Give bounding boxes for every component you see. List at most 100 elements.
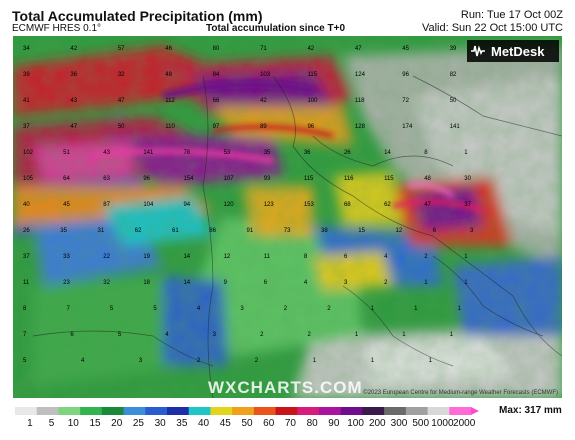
precip-value: 61 [172, 228, 179, 234]
model-name: ECMWF HRES 0.1° [12, 23, 102, 34]
precip-value: 1 [424, 280, 428, 286]
precip-value: 39 [450, 46, 457, 52]
precip-value: 31 [98, 228, 105, 234]
precip-value: 115 [384, 176, 394, 182]
precip-value: 107 [224, 176, 235, 182]
precip-value: 1 [464, 254, 468, 260]
precip-value: 124 [355, 72, 366, 78]
legend-swatch [232, 407, 255, 415]
legend-swatch [340, 407, 363, 415]
precip-value: 45 [63, 202, 70, 208]
legend-tick-label: 2000 [453, 418, 476, 429]
precip-value: 1 [355, 332, 359, 338]
precip-value: 7 [23, 332, 27, 338]
valid-time: Valid: Sun 22 Oct 15:00 UTC [421, 22, 563, 34]
precip-value: 3 [470, 228, 474, 234]
precip-value: 43 [103, 150, 110, 156]
precip-value: 110 [165, 124, 175, 130]
precip-value: 14 [183, 280, 190, 286]
precip-value: 2 [424, 254, 428, 260]
precip-value: 15 [358, 228, 365, 234]
precip-value: 96 [143, 176, 150, 182]
precip-value: 66 [213, 98, 220, 104]
precip-value: 6 [433, 228, 437, 234]
precip-value: 141 [450, 124, 461, 130]
precip-value: 6 [264, 280, 268, 286]
legend-swatch [58, 407, 81, 415]
precip-value: 57 [118, 46, 125, 52]
legend-tick-label: 15 [89, 418, 101, 429]
precip-value: 46 [165, 46, 172, 52]
precip-value: 26 [23, 228, 30, 234]
precip-value: 47 [70, 124, 77, 130]
precip-value: 1 [450, 332, 454, 338]
legend-swatch [275, 407, 298, 415]
precip-value: 2 [284, 306, 288, 312]
coastlines [32, 75, 562, 398]
legend-swatch [405, 407, 429, 415]
precip-value: 5 [23, 358, 27, 364]
precip-value: 1 [371, 306, 375, 312]
precip-value: 51 [63, 150, 70, 156]
legend-overflow-arrow [471, 407, 479, 415]
run-time: Run: Tue 17 Oct 00Z [460, 9, 563, 21]
precip-value: 1 [464, 280, 468, 286]
legend-tick-label: 5 [48, 418, 55, 429]
precip-value: 128 [355, 124, 366, 130]
precip-value: 9 [224, 280, 228, 286]
precip-value: 11 [264, 254, 271, 260]
legend-swatch [427, 407, 450, 415]
precip-value: 118 [355, 98, 365, 104]
precip-value: 14 [384, 150, 391, 156]
precip-value: 4 [81, 358, 85, 364]
logo-text: MetDesk [491, 43, 545, 59]
precip-value: 8 [23, 306, 27, 312]
precip-value: 91 [247, 228, 254, 234]
precip-value: 37 [23, 124, 30, 130]
precip-value: 86 [209, 228, 216, 234]
legend-tick-label: 45 [219, 418, 231, 429]
precip-value: 116 [344, 176, 354, 182]
precip-value: 105 [23, 176, 34, 182]
precip-value: 72 [402, 98, 409, 104]
wxcharts-watermark: WXCHARTS.COM [208, 378, 363, 397]
precip-value: 34 [23, 46, 30, 52]
legend-tick-label: 100 [347, 418, 364, 429]
precip-value: 32 [103, 280, 110, 286]
precip-value: 89 [260, 124, 267, 130]
precip-value: 1 [464, 150, 468, 156]
precip-value: 103 [260, 72, 271, 78]
legend-tick-label: 35 [176, 418, 188, 429]
precip-value: 50 [118, 124, 125, 130]
chart-header: Total Accumulated Precipitation (mm) ECM… [0, 0, 575, 36]
legend-tick-label: 500 [412, 418, 430, 429]
legend-tick-label: 40 [198, 418, 210, 429]
precip-value: 153 [304, 202, 315, 208]
precip-value: 37 [464, 202, 471, 208]
precip-value: 71 [260, 46, 267, 52]
legend-tick-label: 50 [241, 418, 253, 429]
precip-value: 112 [165, 98, 175, 104]
legend-swatch [101, 407, 125, 415]
precip-value: 5 [118, 332, 122, 338]
precip-value: 102 [23, 150, 34, 156]
precip-value: 26 [344, 150, 351, 156]
precip-value: 35 [264, 150, 271, 156]
precip-value: 45 [402, 46, 409, 52]
precip-value: 2 [255, 358, 259, 364]
precip-value: 4 [165, 332, 169, 338]
precip-value: 35 [60, 228, 67, 234]
legend-tick-label: 300 [390, 418, 408, 429]
precip-value: 12 [224, 254, 231, 260]
chart-title: Total Accumulated Precipitation (mm) [12, 8, 263, 24]
precip-value: 3 [240, 306, 244, 312]
precip-value: 115 [304, 176, 314, 182]
legend-tick-label: 1 [27, 418, 33, 429]
precip-value: 100 [307, 98, 318, 104]
legend-swatch [449, 407, 472, 415]
precip-value: 80 [213, 46, 220, 52]
legend-bar [15, 407, 479, 415]
precip-value: 30 [464, 176, 471, 182]
precip-value: 154 [183, 176, 194, 182]
